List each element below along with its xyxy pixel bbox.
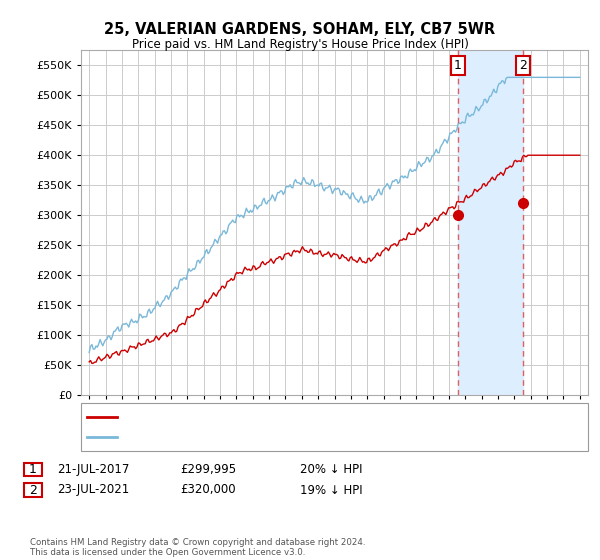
Text: 1: 1 (29, 463, 37, 476)
Text: Price paid vs. HM Land Registry's House Price Index (HPI): Price paid vs. HM Land Registry's House … (131, 38, 469, 50)
Text: £320,000: £320,000 (180, 483, 236, 497)
Text: 25, VALERIAN GARDENS, SOHAM, ELY, CB7 5WR: 25, VALERIAN GARDENS, SOHAM, ELY, CB7 5W… (104, 22, 496, 38)
Text: 1: 1 (454, 59, 462, 72)
Text: Contains HM Land Registry data © Crown copyright and database right 2024.
This d: Contains HM Land Registry data © Crown c… (30, 538, 365, 557)
Text: 20% ↓ HPI: 20% ↓ HPI (300, 463, 362, 476)
Text: 25, VALERIAN GARDENS, SOHAM, ELY, CB7 5WR (detached house): 25, VALERIAN GARDENS, SOHAM, ELY, CB7 5W… (123, 412, 485, 422)
Text: 21-JUL-2017: 21-JUL-2017 (57, 463, 130, 476)
Text: 19% ↓ HPI: 19% ↓ HPI (300, 483, 362, 497)
Text: £299,995: £299,995 (180, 463, 236, 476)
Text: 2: 2 (29, 483, 37, 497)
Text: 23-JUL-2021: 23-JUL-2021 (57, 483, 129, 497)
Text: 2: 2 (520, 59, 527, 72)
Text: HPI: Average price, detached house, East Cambridgeshire: HPI: Average price, detached house, East… (123, 432, 439, 442)
Bar (458, 50, 523, 395)
